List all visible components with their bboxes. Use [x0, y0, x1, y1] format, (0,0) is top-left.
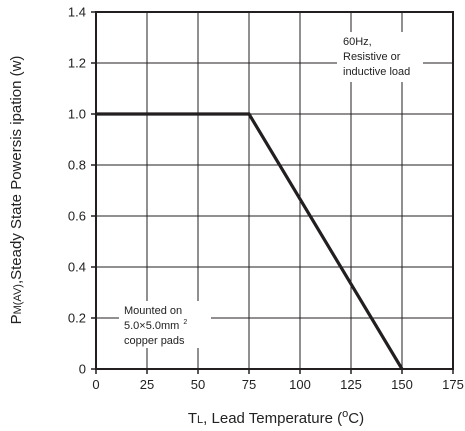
x-axis-title-degree: o — [342, 408, 348, 420]
annotation-mounting-pad-size: 5.0×5.0mm — [124, 320, 179, 332]
annotation-mounting-bg — [119, 301, 211, 348]
y-tick-label: 1.0 — [68, 107, 86, 122]
x-tick-label: 0 — [92, 377, 99, 392]
x-tick-label: 150 — [391, 377, 413, 392]
annotation-load-line-3: inductive load — [343, 66, 410, 78]
y-tick-label: 0.2 — [68, 311, 86, 326]
annotation-load-type: 60Hz, Resistive or inductive load — [337, 32, 423, 82]
x-tick-label: 50 — [191, 377, 205, 392]
annotation-mounting: Mounted on 5.0×5.0mm 2 copper pads — [119, 301, 211, 348]
x-axis-title-main: T — [188, 410, 197, 427]
x-axis-ticks: 0 25 50 75 100 125 150 175 — [92, 369, 464, 392]
y-axis-title-main: P — [8, 314, 25, 324]
y-tick-label: 0 — [79, 362, 86, 377]
y-axis-title-sub: M(AV) — [12, 284, 24, 314]
x-axis-title-unit: C) — [348, 410, 364, 427]
x-tick-label: 25 — [140, 377, 154, 392]
y-axis-title: PM(AV),Steady State Powersis ipation (w) — [8, 56, 25, 325]
annotation-mounting-line-3: copper pads — [124, 335, 185, 347]
annotation-mounting-line-2: 5.0×5.0mm 2 — [124, 319, 187, 332]
series-layer — [96, 112, 404, 370]
y-axis-title-rest: ,Steady State Powersis ipation (w) — [8, 56, 25, 284]
x-tick-label: 175 — [442, 377, 464, 392]
series-line — [96, 112, 404, 370]
y-tick-label: 0.4 — [68, 260, 86, 275]
annotation-load-type-bg — [337, 32, 423, 82]
x-tick-label: 100 — [289, 377, 311, 392]
y-tick-label: 1.2 — [68, 56, 86, 71]
x-tick-label: 125 — [340, 377, 362, 392]
x-axis-title-rest: , Lead Temperature ( — [203, 410, 342, 427]
y-tick-label: 0.8 — [68, 158, 86, 173]
x-tick-label: 75 — [242, 377, 256, 392]
y-axis-ticks: 0 0.2 0.4 0.6 0.8 1.0 1.2 1.4 — [68, 5, 96, 377]
plot-border — [95, 11, 454, 370]
annotation-mounting-squared: 2 — [183, 319, 187, 326]
y-tick-label: 1.4 — [68, 5, 86, 20]
annotation-load-line-2: Resistive or — [343, 51, 401, 63]
x-axis-title-sub: L — [197, 414, 203, 426]
annotation-mounting-line-1: Mounted on — [124, 305, 182, 317]
y-tick-label: 0.6 — [68, 209, 86, 224]
annotation-load-line-1: 60Hz, — [343, 36, 372, 48]
plot-frame — [95, 11, 454, 370]
x-axis-title: TL, Lead Temperature (oC) — [188, 408, 364, 427]
